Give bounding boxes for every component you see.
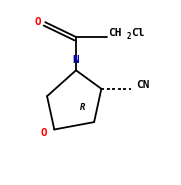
Text: CN: CN [136, 80, 149, 90]
Text: N: N [73, 55, 79, 65]
Text: R: R [80, 103, 85, 112]
Text: O: O [40, 128, 47, 138]
Text: Cl: Cl [131, 28, 145, 38]
Text: O: O [35, 17, 41, 27]
Text: 2: 2 [126, 32, 131, 41]
Text: CH: CH [109, 28, 122, 38]
